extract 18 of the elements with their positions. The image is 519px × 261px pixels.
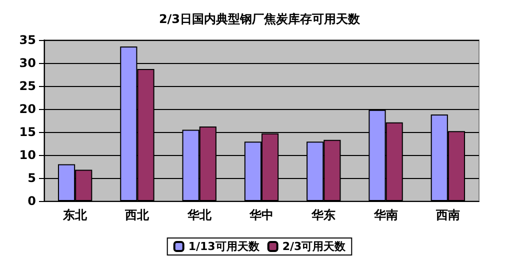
x-tick-label: 华东: [310, 208, 336, 222]
y-tick-label: 5: [28, 171, 36, 185]
chart-title: 2/3日国内典型钢厂焦炭库存可用天数: [158, 12, 362, 26]
x-tick-label: 华北: [186, 208, 212, 222]
x-tick-label: 东北: [62, 208, 88, 222]
legend-label: 2/3可用天数: [282, 240, 347, 253]
y-tick-label: 35: [19, 33, 36, 47]
y-tick-label: 10: [19, 148, 36, 162]
x-tick-label: 华南: [372, 208, 398, 222]
y-tick-label: 0: [28, 194, 36, 208]
x-tick-label: 华中: [248, 208, 274, 222]
x-tick-label: 西南: [434, 208, 460, 222]
y-tick-label: 30: [19, 56, 36, 70]
y-tick-label: 15: [19, 125, 36, 139]
y-tick-label: 25: [19, 79, 36, 93]
x-tick-label: 西北: [124, 208, 150, 222]
y-tick-label: 20: [19, 102, 36, 116]
legend-label: 1/13可用天数: [188, 240, 260, 253]
